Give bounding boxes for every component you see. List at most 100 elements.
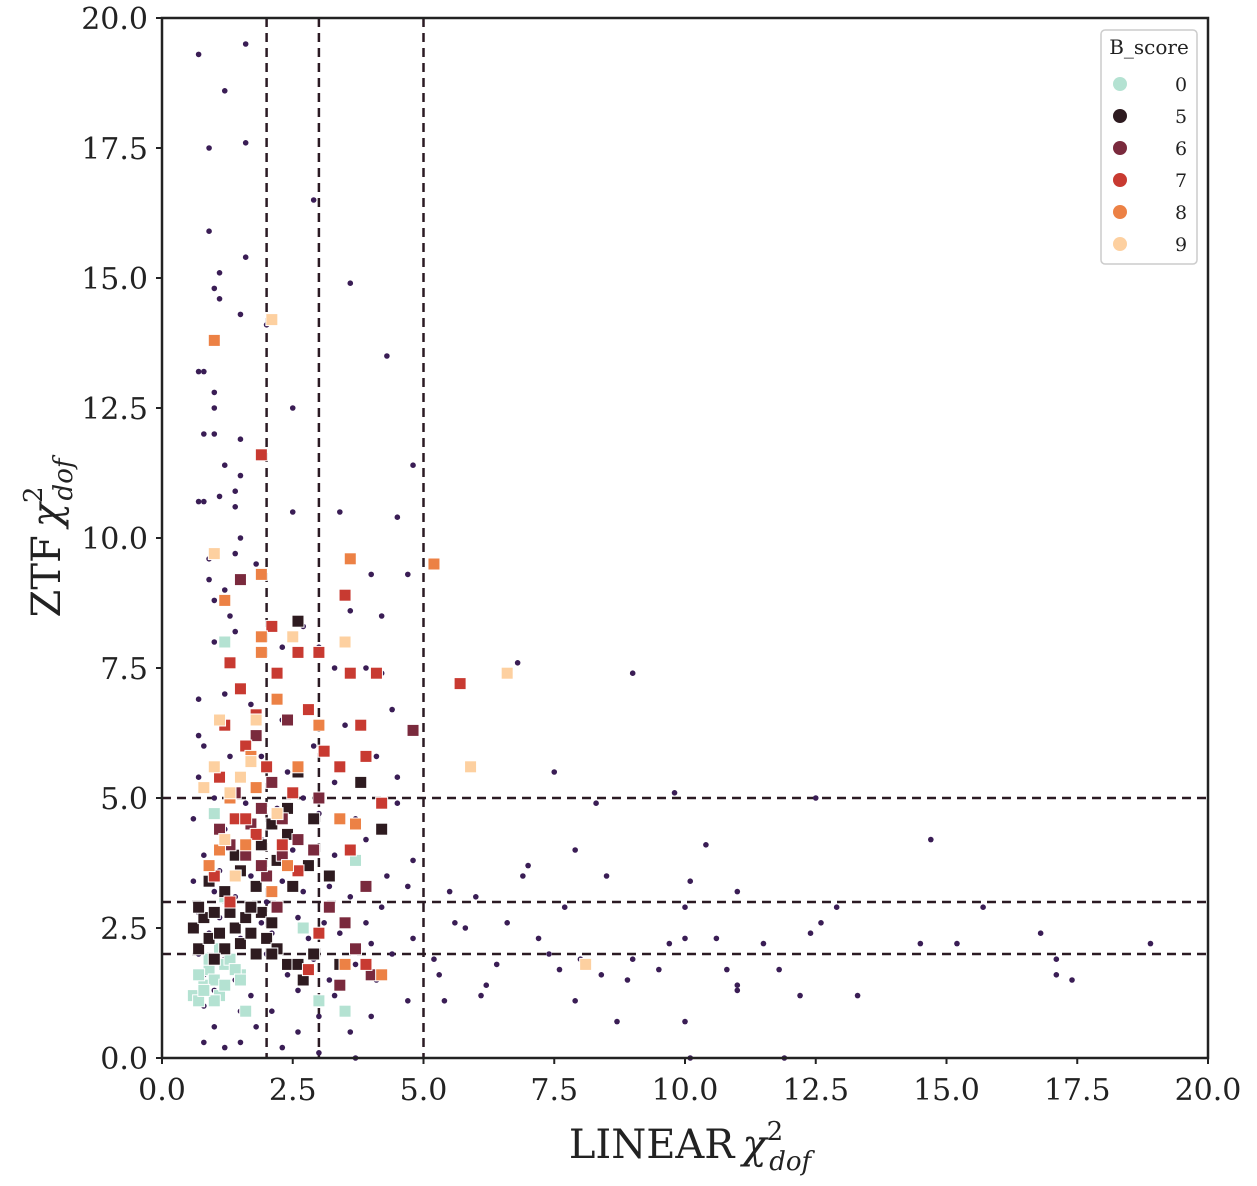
data-point — [368, 571, 375, 578]
data-point — [394, 800, 401, 806]
data-point — [195, 732, 202, 739]
data-point-b-score-0 — [197, 983, 211, 997]
data-point — [321, 920, 327, 926]
data-point — [378, 613, 385, 619]
data-points — [186, 41, 1154, 1061]
data-point-b-score-5 — [286, 879, 300, 893]
data-point-b-score-5 — [228, 921, 242, 935]
data-point — [248, 701, 254, 708]
data-point — [1053, 956, 1060, 962]
data-point — [410, 935, 416, 942]
data-point-b-score-6 — [249, 729, 263, 743]
data-point — [671, 790, 678, 796]
data-point-b-score-0 — [218, 978, 232, 992]
y-tick-label: 15.0 — [81, 262, 148, 297]
data-point — [656, 966, 662, 973]
data-point-b-score-7 — [359, 749, 373, 763]
data-point-b-score-6 — [270, 900, 284, 914]
data-point — [405, 998, 411, 1004]
data-point — [682, 904, 688, 910]
legend-label: 6 — [1175, 138, 1187, 160]
data-point — [331, 852, 338, 858]
data-point — [384, 873, 390, 879]
data-point-b-score-9 — [244, 755, 258, 769]
data-point — [624, 977, 631, 983]
legend-label: 8 — [1175, 202, 1187, 224]
data-point-b-score-7 — [301, 703, 315, 717]
data-point — [347, 280, 354, 287]
data-point-b-score-5 — [186, 921, 200, 935]
data-point — [347, 608, 354, 614]
data-point — [295, 1029, 301, 1035]
data-point-b-score-8 — [249, 781, 263, 795]
data-point — [201, 498, 207, 505]
data-point — [211, 431, 218, 437]
data-point — [201, 368, 207, 375]
x-tick-label: 10.0 — [652, 1073, 719, 1108]
y-tick-label: 17.5 — [81, 132, 148, 167]
data-point — [734, 982, 741, 988]
data-point — [337, 509, 343, 515]
data-point-b-score-7 — [343, 843, 357, 857]
x-axis-title: LINEAR χ2 dof — [569, 1117, 816, 1177]
data-point — [305, 935, 312, 942]
data-point-b-score-0 — [312, 994, 326, 1008]
data-point-b-score-0 — [192, 968, 206, 982]
data-point-b-score-7 — [291, 645, 305, 659]
data-point-b-score-7 — [333, 760, 347, 774]
data-point — [1037, 930, 1044, 936]
data-point-b-score-9 — [197, 781, 211, 795]
data-point-b-score-5 — [249, 879, 263, 893]
data-point-b-score-5 — [244, 926, 258, 940]
data-point — [629, 956, 636, 962]
data-point — [310, 743, 317, 749]
data-point — [331, 665, 338, 671]
data-point — [452, 920, 458, 926]
data-point — [310, 197, 317, 203]
data-point-b-score-7 — [317, 744, 331, 758]
data-point — [300, 888, 307, 895]
data-point — [221, 88, 228, 94]
data-point-b-score-5 — [218, 942, 232, 956]
data-point-b-score-7 — [312, 926, 326, 940]
y-axis-title: ZTFχ2dof — [19, 454, 79, 617]
data-point-b-score-9 — [464, 760, 478, 774]
data-point-b-score-5 — [322, 869, 336, 883]
data-point — [389, 951, 395, 957]
legend-marker — [1113, 109, 1127, 123]
data-point-b-score-9 — [207, 547, 221, 561]
data-point-b-score-6 — [338, 916, 352, 930]
data-point — [384, 353, 390, 359]
y-axis-label: ZTF — [24, 535, 70, 617]
data-point-b-score-0 — [296, 921, 310, 935]
y-tick-label: 2.5 — [100, 912, 148, 947]
data-point — [242, 41, 249, 47]
data-point — [776, 966, 782, 973]
data-point — [237, 1039, 244, 1046]
data-point-b-score-7 — [369, 666, 383, 680]
legend-label: 7 — [1175, 170, 1187, 192]
data-point — [300, 795, 307, 801]
data-point-b-score-0 — [207, 994, 221, 1008]
data-point — [242, 254, 249, 260]
data-point-b-score-9 — [213, 713, 227, 727]
data-point-b-score-7 — [265, 619, 279, 633]
data-point — [363, 836, 369, 843]
data-point — [682, 1018, 688, 1025]
x-tick-label: 12.5 — [782, 1073, 849, 1108]
x-tick-label: 0.0 — [138, 1073, 186, 1108]
data-point — [284, 769, 291, 775]
data-point — [211, 597, 218, 604]
data-point — [666, 940, 673, 947]
data-point-b-score-6 — [359, 879, 373, 893]
data-point — [389, 706, 395, 713]
data-point-b-score-5 — [265, 947, 279, 961]
data-point — [295, 987, 301, 994]
data-point-b-score-8 — [343, 552, 357, 566]
data-point — [211, 285, 218, 292]
data-point-b-score-7 — [343, 666, 357, 680]
data-point-b-score-6 — [406, 723, 420, 737]
data-point — [928, 836, 934, 843]
data-point — [201, 852, 207, 858]
